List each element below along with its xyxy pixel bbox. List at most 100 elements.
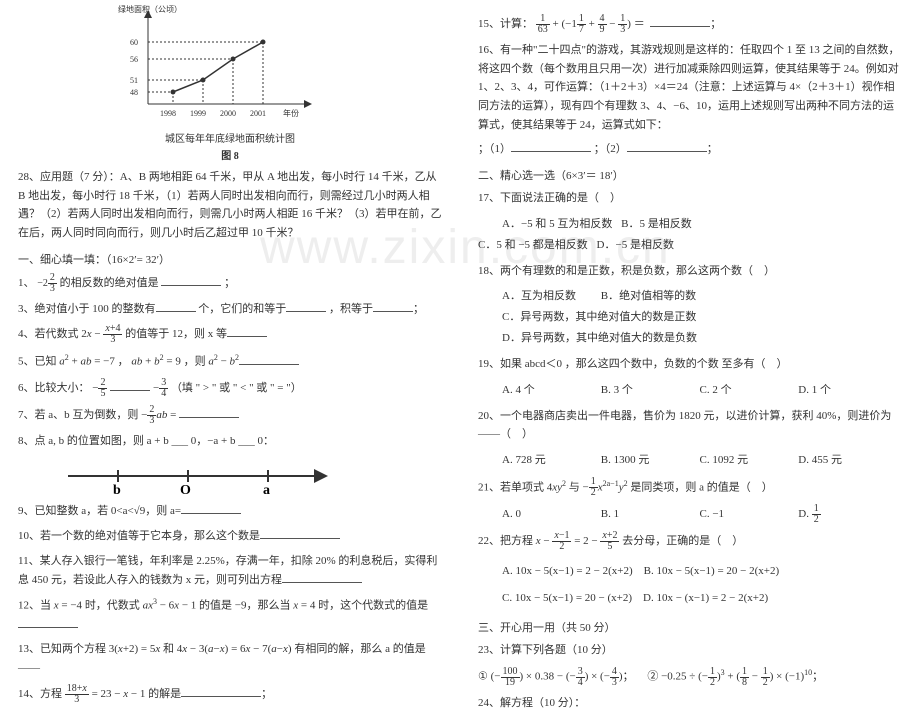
q5: 5、已知 a2 + ab = −7 ， ab + b2 = 9 ，则 a2 − … <box>18 351 442 371</box>
svg-text:O: O <box>180 483 191 496</box>
q20-a: A. 728 元 <box>502 450 592 471</box>
q22-b: 去分母，正确的是（ ） <box>622 535 743 547</box>
q21-oc: C. −1 <box>700 504 790 525</box>
q22-ob: B. 10x − 5(x−1) = 20 − 2(x+2) <box>644 565 780 577</box>
svg-text:2000: 2000 <box>220 109 236 118</box>
q21-c: 是同类项，则 a 的值是（ ） <box>630 481 772 493</box>
q22-oc: C. 10x − 5(x−1) = 20 − (x+2) <box>502 592 632 604</box>
q19-d: D. 1 个 <box>798 380 888 401</box>
q14-a: 14、方程 <box>18 688 62 700</box>
q5-m2: ，则 <box>184 356 206 368</box>
svg-text:绿地面积（公顷）: 绿地面积（公顷） <box>118 4 182 14</box>
q4-b: 的值等于 12，则 x 等 <box>125 328 227 340</box>
q14: 14、方程 18+x3 = 23 − x − 1 的解是； <box>18 684 442 705</box>
q21: 21、若单项式 4xy2 与 −12x2a−1y2 是同类项，则 a 的值是（ … <box>478 477 902 499</box>
q19-opts: A. 4 个 B. 3 个 C. 2 个 D. 1 个 <box>502 380 902 401</box>
section-1: 一、细心填一填：（16×2′= 32′） <box>18 251 442 267</box>
q12-d: 时，这个代数式的值是 <box>318 600 428 612</box>
q17: 17、下面说法正确的是（ ） <box>478 189 902 208</box>
q1-label: 1、 <box>18 277 35 289</box>
q23-items: ① (−10019) × 0.38 − (−34) × (−43)； ② −0.… <box>478 666 902 688</box>
q28: 28、应用题（7 分）：A、B 两地相距 64 千米，甲从 A 地出发，每小时行… <box>18 168 442 243</box>
q1: 1、 −223 的相反数的绝对值是 ； <box>18 273 442 294</box>
blank <box>282 571 362 583</box>
svg-text:2001: 2001 <box>250 109 266 118</box>
q23-1: ① <box>478 671 488 683</box>
q17-opts: A．−5 和 5 互为相反数 B．5 是相反数 C．5 和 −5 都是相反数 D… <box>502 214 902 256</box>
q17-a: A．−5 和 5 互为相反数 <box>502 214 612 235</box>
q21-oa: A. 0 <box>502 504 592 525</box>
q4-a: 4、若代数式 <box>18 328 79 340</box>
q13-a: 13、已知两个方程 <box>18 643 106 655</box>
q18-a: A．互为相反数 <box>502 286 592 307</box>
q12: 12、当 x = −4 时，代数式 ax3 − 6x − 1 的值是 −9，那么… <box>18 595 442 634</box>
q17-d: D．−5 是相反数 <box>597 235 687 256</box>
q19-c: C. 2 个 <box>700 380 790 401</box>
svg-text:a: a <box>263 483 270 496</box>
blank <box>161 274 221 286</box>
svg-text:b: b <box>113 483 121 496</box>
q1-end: ； <box>224 277 235 289</box>
svg-text:1999: 1999 <box>190 109 206 118</box>
q19-b: B. 3 个 <box>601 380 691 401</box>
section-3: 三、开心用一用（共 50 分） <box>478 619 902 635</box>
q3-c: ，积等于 <box>329 303 373 315</box>
q21-b: 与 <box>569 481 580 493</box>
q17-b: B．5 是相反数 <box>621 214 711 235</box>
q3-b: 个，它们的和等于 <box>198 303 286 315</box>
blank <box>373 300 413 312</box>
q15-a: 15、计算： <box>478 18 533 30</box>
q5-m: ， <box>118 356 129 368</box>
q19-a: A. 4 个 <box>502 380 592 401</box>
q13: 13、已知两个方程 3(x+2) = 5x 和 4x − 3(a−x) = 6x… <box>18 640 442 677</box>
blank <box>18 616 78 628</box>
q12-c: 的值是 −9，那么当 <box>199 600 290 612</box>
chart-caption: 城区每年年底绿地面积统计图 <box>18 130 442 145</box>
blank <box>156 300 196 312</box>
q22-opts: A. 10x − 5(x−1) = 2 − 2(x+2) B. 10x − 5(… <box>502 558 902 611</box>
q15-b: ＝ <box>634 18 645 30</box>
q8: 8、点 a, b 的位置如图，则 a + b ___ 0，−a + b ___ … <box>18 432 442 451</box>
q15: 15、计算： 163 + (−117 + 49 − 13) ＝ ； <box>478 14 902 35</box>
blank <box>286 300 326 312</box>
q20-b: B. 1300 元 <box>601 450 691 471</box>
q12-b: 时，代数式 <box>85 600 140 612</box>
q10: 10、若一个数的绝对值等于它本身，那么这个数是 <box>18 527 442 546</box>
q17-c: C．5 和 −5 都是相反数 <box>478 235 588 256</box>
q23-2: ② <box>647 671 658 683</box>
svg-text:60: 60 <box>130 38 138 47</box>
svg-text:年份: 年份 <box>283 108 299 118</box>
q1-frac: −223 <box>37 273 57 294</box>
number-line: b O a <box>58 456 338 496</box>
q16-blanks: ；（1） ；（2）； <box>478 140 902 159</box>
q9-t: 9、已知整数 a，若 0<a<√9，则 a= <box>18 505 181 517</box>
q22-od: D. 10x − (x−1) = 2 − 2(x+2) <box>643 592 768 604</box>
blank <box>179 406 239 418</box>
blank <box>650 15 710 27</box>
q13-m: 和 <box>163 643 174 655</box>
q5-a: 5、已知 <box>18 356 57 368</box>
section-2: 二、精心选一选（6×3′＝ 18′） <box>478 167 902 183</box>
q1-text: 的相反数的绝对值是 <box>60 277 159 289</box>
blank <box>181 685 261 697</box>
blank <box>239 353 299 365</box>
q6-a: 6、比较大小： <box>18 382 90 394</box>
q18-b: B．绝对值相等的数 <box>601 286 696 307</box>
q21-ob: B. 1 <box>601 504 691 525</box>
q22-a: 22、把方程 <box>478 535 533 547</box>
blank <box>110 379 150 391</box>
q24: 24、解方程（10 分）： <box>478 694 902 712</box>
q22-oa: A. 10x − 5(x−1) = 2 − 2(x+2) <box>502 565 633 577</box>
q20: 20、一个电器商店卖出一件电器，售价为 1820 元，以进价计算，获利 40%，… <box>478 407 902 444</box>
q21-opts: A. 0 B. 1 C. −1 D. 12 <box>502 504 902 525</box>
svg-text:48: 48 <box>130 88 138 97</box>
q11: 11、某人存入银行一笔钱，年利率是 2.25%，存满一年，扣除 20% 的利息税… <box>18 552 442 589</box>
q4: 4、若代数式 2x − x+43 的值等于 12，则 x 等 <box>18 324 442 345</box>
q11-t: 11、某人存入银行一笔钱，年利率是 2.25%，存满一年，扣除 20% 的利息税… <box>18 555 437 586</box>
q16: 16、有一种"二十四点"的游戏，其游戏规则是这样的：任取四个 1 至 13 之间… <box>478 41 902 134</box>
svg-text:1998: 1998 <box>160 109 176 118</box>
q3-a: 3、绝对值小于 100 的整数有 <box>18 303 156 315</box>
q18: 18、两个有理数的和是正数，积是负数，那么这两个数（ ） <box>478 262 902 281</box>
q21-od: D. 12 <box>798 504 888 525</box>
blank <box>227 325 267 337</box>
